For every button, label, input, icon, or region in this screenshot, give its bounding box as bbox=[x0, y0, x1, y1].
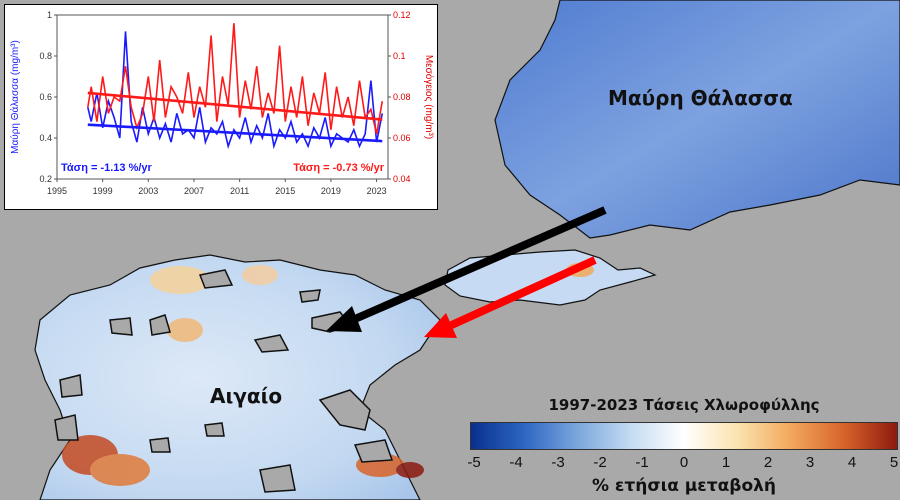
mediterranean-trend-label: Τάση = -0.73 %/yr bbox=[293, 162, 385, 174]
colorbar-gradient bbox=[470, 422, 898, 450]
x-tick-label: 2003 bbox=[138, 186, 158, 196]
y-right-tick-label: 0.12 bbox=[393, 10, 411, 20]
x-tick-label: 2015 bbox=[275, 186, 295, 196]
colorbar-tick-label: 3 bbox=[805, 454, 815, 471]
black-sea-region bbox=[494, 0, 900, 239]
y-left-tick-label: 0.2 bbox=[39, 174, 52, 184]
colorbar-tick-label: -5 bbox=[467, 454, 481, 471]
colorbar-tick-label: -4 bbox=[509, 454, 523, 471]
colorbar-tick-label: 1 bbox=[721, 454, 731, 471]
black-sea-series-line bbox=[87, 31, 384, 150]
x-tick-label: 2007 bbox=[184, 186, 204, 196]
black-arrow bbox=[326, 206, 607, 332]
y-right-tick-label: 0.06 bbox=[393, 133, 411, 143]
islands bbox=[54, 269, 394, 493]
trend-chart-inset: 1995 1999 2003 2007 2011 2015 2019 2023 0.2 0.4 0.… bbox=[4, 4, 438, 210]
colorbar-title: 1997-2023 Τάσεις Χλωροφύλλης bbox=[548, 396, 820, 414]
trend-chart: 1995 1999 2003 2007 2011 2015 2019 2023 0.2 0.4 0.… bbox=[9, 10, 435, 196]
black-sea-label: Μαύρη Θάλασσα bbox=[608, 86, 793, 110]
black-sea-trend-line bbox=[87, 123, 383, 143]
colorbar-tick-label: -2 bbox=[593, 454, 607, 471]
colorbar-unit-label: % ετήσια μεταβολή bbox=[591, 476, 777, 496]
y-left-tick-label: 1 bbox=[47, 10, 52, 20]
y-left-tick-label: 0.4 bbox=[39, 133, 52, 143]
mediterranean-trend-line bbox=[87, 91, 383, 121]
colorbar-tick-label: 4 bbox=[847, 454, 857, 471]
aegean-label: Αιγαίο bbox=[210, 384, 283, 408]
y-right-tick-label: 0.08 bbox=[393, 92, 411, 102]
colorbar-tick-label: -1 bbox=[635, 454, 649, 471]
y-right-tick-label: 0.1 bbox=[393, 51, 406, 61]
red-arrow bbox=[424, 256, 597, 338]
colorbar-tick-label: 0 bbox=[679, 454, 689, 471]
y-left-axis-label: Μαύρη Θάλασσα (mg/m³) bbox=[9, 40, 21, 154]
y-left-tick-label: 0.8 bbox=[39, 51, 52, 61]
colorbar-tick-label: -3 bbox=[551, 454, 565, 471]
colorbar-tick-label: 2 bbox=[763, 454, 773, 471]
x-tick-label: 1995 bbox=[47, 186, 67, 196]
x-tick-label: 2019 bbox=[321, 186, 341, 196]
colorbar-ticks: -5 -4 -3 -2 -1 0 1 2 3 4 5 bbox=[467, 454, 899, 476]
x-tick-label: 1999 bbox=[93, 186, 113, 196]
y-left-tick-label: 0.6 bbox=[39, 92, 52, 102]
y-right-tick-label: 0.04 bbox=[393, 174, 411, 184]
y-right-axis-label: Μεσόγειος (mg/m³) bbox=[423, 55, 435, 139]
black-sea-trend-label: Τάση = -1.13 %/yr bbox=[61, 162, 153, 174]
x-tick-label: 2023 bbox=[367, 186, 387, 196]
x-tick-label: 2011 bbox=[230, 186, 249, 196]
mediterranean-series-line bbox=[87, 23, 384, 135]
colorbar-tick-label: 5 bbox=[889, 454, 899, 471]
